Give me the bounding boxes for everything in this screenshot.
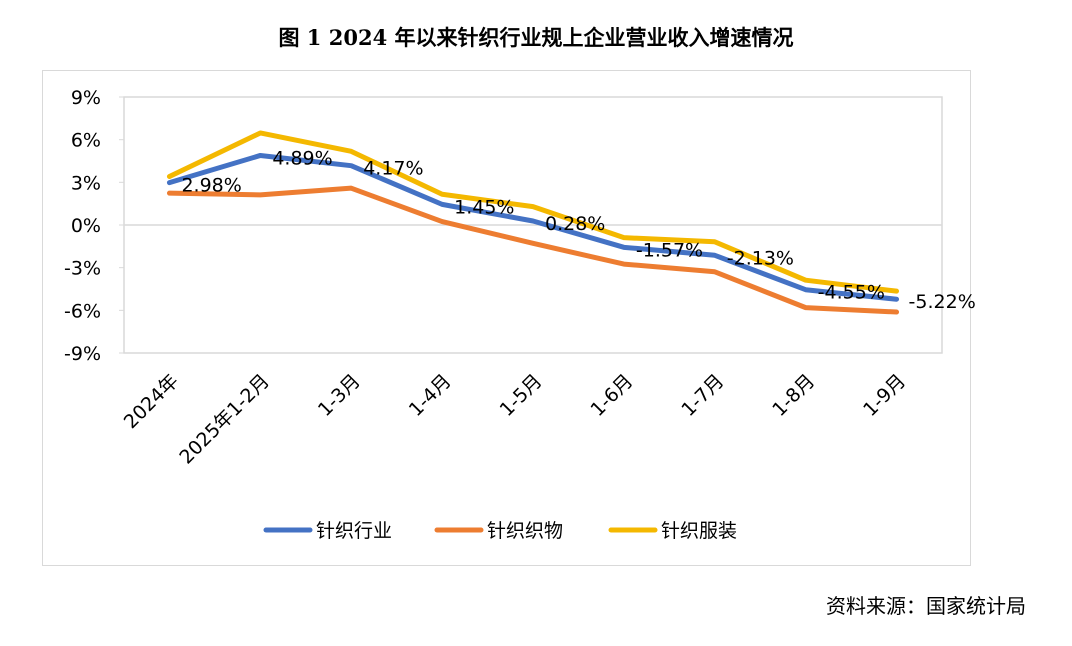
y-tick-label: 6% <box>71 130 101 152</box>
data-label: 1.45% <box>454 196 514 218</box>
x-tick-label: 1-3月 <box>314 370 365 421</box>
y-tick-label: -6% <box>64 300 101 322</box>
y-tick-label: 0% <box>71 215 101 237</box>
chart-title: 图 1 2024 年以来针织行业规上企业营业收入增速情况 <box>278 25 794 50</box>
data-label: -2.13% <box>727 247 794 269</box>
series-line-针织服装 <box>166 130 900 294</box>
x-tick-label: 2025年1-2月 <box>175 370 274 469</box>
x-tick-label: 1-4月 <box>405 370 456 421</box>
y-tick-label: 9% <box>71 87 101 109</box>
data-label: 4.89% <box>272 147 332 169</box>
chart-frame <box>42 70 971 566</box>
data-label: 2.98% <box>181 175 241 197</box>
y-tick-label: 3% <box>71 172 101 194</box>
source-note: 资料来源：国家统计局 <box>826 594 1026 618</box>
x-tick-label: 1-5月 <box>496 370 547 421</box>
data-label: 0.28% <box>545 213 605 235</box>
x-tick-label: 2024年 <box>120 370 183 433</box>
y-tick-label: -3% <box>64 258 101 280</box>
data-label: -5.22% <box>909 291 976 313</box>
x-tick-label: 1-9月 <box>859 370 910 421</box>
data-label: -1.57% <box>636 239 703 261</box>
y-tick-label: -9% <box>64 343 101 365</box>
series-line-针织行业 <box>166 152 900 302</box>
data-label: 4.17% <box>363 158 423 180</box>
legend-label: 针织织物 <box>487 520 563 542</box>
legend-label: 针织行业 <box>316 520 392 542</box>
series-line-针织织物 <box>166 185 900 315</box>
x-tick-label: 1-6月 <box>586 370 637 421</box>
x-tick-label: 1-8月 <box>768 370 819 421</box>
x-tick-label: 1-7月 <box>677 370 728 421</box>
legend-label: 针织服装 <box>661 520 737 542</box>
data-label: -4.55% <box>818 282 885 304</box>
